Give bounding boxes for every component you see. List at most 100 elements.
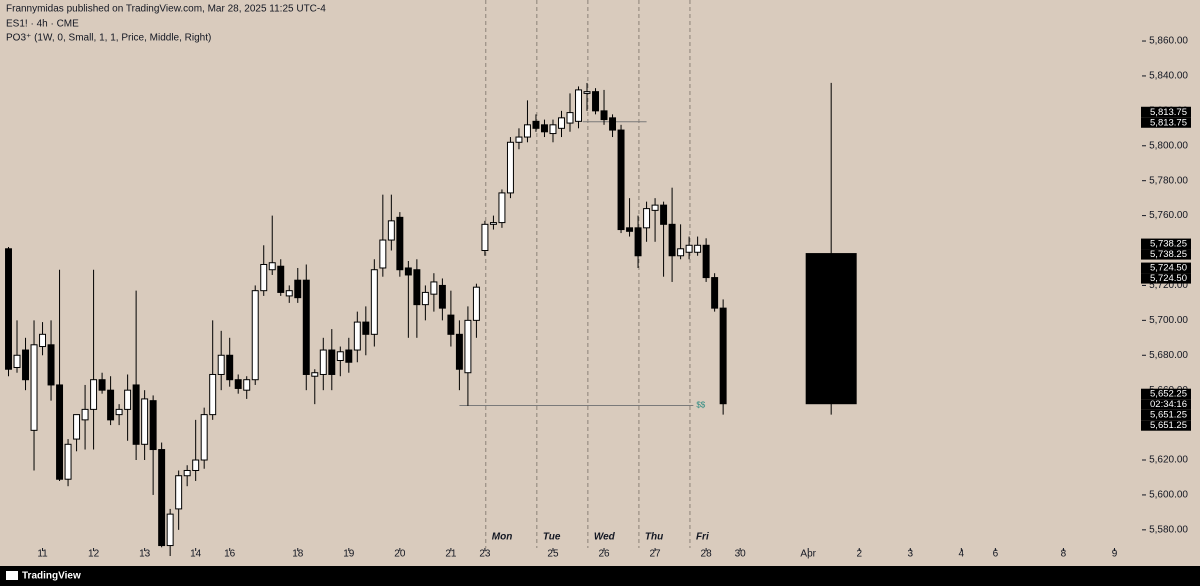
candle-body	[694, 244, 702, 253]
y-tick-label: 5,620.00	[1149, 455, 1188, 466]
candle-body	[498, 192, 506, 224]
x-tick-label: 9	[1112, 549, 1118, 560]
candle-body	[396, 216, 404, 271]
candle-body	[73, 414, 81, 440]
candle-body	[294, 279, 302, 299]
x-tick-label: 30	[735, 549, 747, 560]
candle-body	[200, 414, 208, 461]
candle-body	[592, 91, 600, 112]
candle-body	[566, 112, 574, 124]
logo	[6, 571, 18, 580]
candle-body	[413, 269, 421, 306]
candle-body	[124, 389, 132, 410]
x-tick-label: 27	[650, 549, 662, 560]
candle-body	[64, 443, 72, 480]
candle-body	[319, 349, 327, 375]
candle-body	[600, 110, 608, 121]
candle-body	[226, 354, 234, 381]
price-tag-label: 5,738.25	[1150, 249, 1187, 260]
candle-body	[328, 349, 336, 375]
candle-body	[464, 319, 472, 374]
y-tick-label: 5,600.00	[1149, 490, 1188, 501]
candle-body	[141, 398, 149, 445]
session-label: Mon	[492, 532, 513, 543]
plot: 5,580.005,600.005,620.005,640.005,660.00…	[5, 0, 1188, 560]
candle-body	[370, 269, 378, 335]
candle-body	[132, 384, 140, 445]
x-tick-label: 13	[139, 549, 151, 560]
price-tag	[1141, 238, 1191, 250]
x-tick-label: Apr	[800, 549, 816, 560]
candle-body	[311, 372, 319, 377]
candle-body	[56, 384, 64, 480]
x-tick-label: 12	[88, 549, 100, 560]
candle-body	[30, 344, 38, 431]
y-tick-label: 5,800.00	[1149, 140, 1188, 151]
candle-body	[183, 469, 191, 477]
background	[0, 0, 1200, 566]
candle-body	[5, 248, 12, 370]
candle-body	[711, 277, 719, 309]
symbol: ES1! · 4h · CME	[6, 19, 79, 30]
candle-body	[39, 333, 47, 348]
y-tick-label: 5,860.00	[1149, 36, 1188, 47]
candle-body	[626, 227, 634, 232]
price-tag-label: 02:34:16	[1150, 399, 1187, 410]
price-tag	[1141, 399, 1191, 410]
candle-body	[805, 253, 857, 405]
candle-body	[489, 222, 497, 225]
candle-body	[421, 291, 429, 306]
candle-body	[583, 91, 591, 94]
session-label: Wed	[594, 532, 616, 543]
price-tag-label: 5,652.25	[1150, 389, 1187, 400]
footer-bar	[0, 566, 1200, 586]
candle-body	[251, 290, 259, 381]
candle-body	[549, 124, 557, 135]
price-tag-label: 5,651.25	[1150, 410, 1187, 421]
price-tag-label: 5,738.25	[1150, 239, 1187, 250]
candle-body	[166, 513, 174, 547]
candle-body	[47, 344, 55, 386]
candle-body	[651, 204, 659, 211]
x-tick-label: 20	[394, 549, 406, 560]
candle-body	[387, 220, 395, 241]
price-tag	[1141, 106, 1191, 118]
candle-body	[668, 223, 676, 257]
brand: TradingView	[22, 571, 81, 582]
candle-body	[362, 321, 370, 335]
x-tick-label: 18	[292, 549, 304, 560]
x-tick-label: 11	[37, 549, 48, 560]
price-tag-label: 5,813.75	[1150, 107, 1187, 118]
level-label: $$	[696, 401, 705, 410]
candle-body	[430, 281, 438, 295]
candle-body	[541, 124, 548, 133]
candle-body	[617, 129, 625, 231]
candle-body	[260, 263, 268, 292]
x-tick-label: 16	[224, 549, 236, 560]
candle-body	[158, 449, 166, 547]
x-tick-label: 8	[1061, 549, 1067, 560]
x-tick-label: 23	[479, 549, 491, 560]
indicator: PO3⁺ (1W, 0, Small, 1, 1, Price, Middle,…	[6, 33, 211, 44]
candle-body	[107, 389, 115, 421]
candle-body	[472, 286, 480, 321]
candle-body	[677, 248, 685, 257]
candle-body	[345, 349, 353, 363]
candle-body	[209, 373, 217, 416]
y-tick-label: 5,680.00	[1149, 350, 1188, 361]
price-tag	[1141, 388, 1191, 400]
candle-body	[277, 265, 285, 293]
candle-body	[455, 333, 463, 370]
candle-body	[149, 400, 157, 451]
x-tick-label: 28	[701, 549, 713, 560]
candle-body	[90, 379, 98, 410]
candle-body	[575, 89, 582, 122]
candle-body	[532, 120, 540, 129]
x-tick-label: 19	[343, 549, 355, 560]
candle-body	[379, 239, 387, 269]
y-tick-label: 5,720.00	[1149, 280, 1188, 291]
candle-body	[438, 284, 446, 309]
candle-body	[22, 349, 30, 381]
y-tick-label: 5,780.00	[1149, 175, 1188, 186]
